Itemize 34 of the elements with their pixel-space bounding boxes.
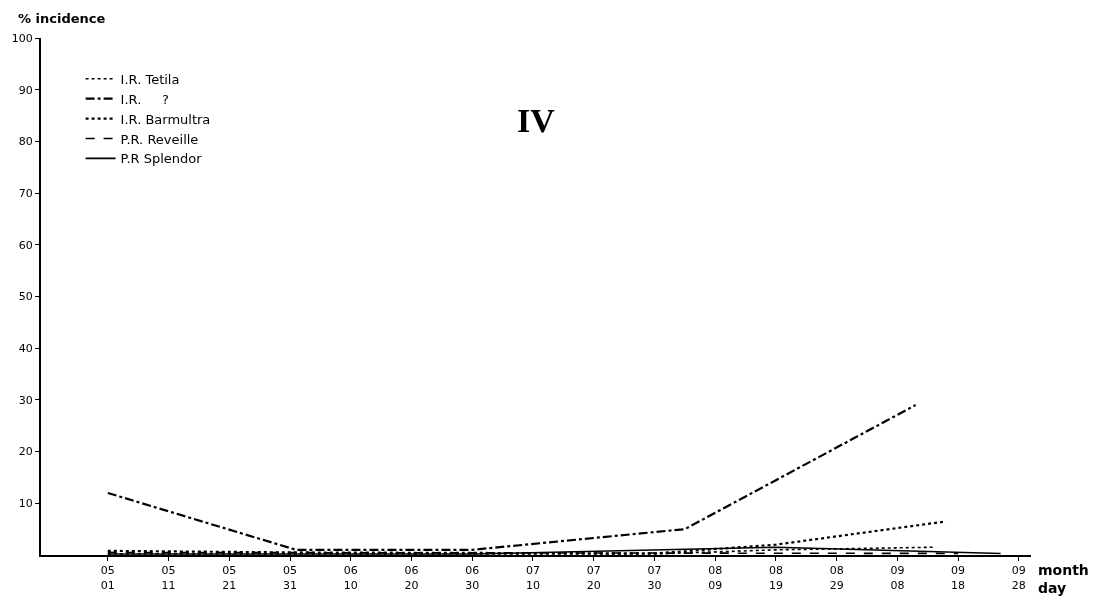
legend-label: P.R Splendor <box>120 151 203 167</box>
x-tick-label: 09 08 <box>890 564 905 592</box>
y-tick-label: 30 <box>18 393 33 407</box>
x-tick-label: 05 01 <box>100 564 115 592</box>
x-tick-label: 08 19 <box>768 564 783 592</box>
x-tick-label: 06 10 <box>343 564 358 592</box>
legend-label: I.R. Tetila <box>120 71 180 87</box>
y-axis-title: % incidence <box>18 11 106 26</box>
x-tick-label: 05 11 <box>161 564 176 592</box>
y-tick-label: 10 <box>18 497 33 511</box>
x-tick-label: 06 20 <box>404 564 419 592</box>
y-tick-label: 80 <box>18 135 33 149</box>
x-tick-label: 05 31 <box>283 564 298 592</box>
y-tick-label: 40 <box>18 342 33 356</box>
x-tick-label: 07 10 <box>525 564 540 592</box>
text: IV <box>517 102 556 139</box>
legend-label: I.R. Barmultra <box>120 111 211 127</box>
y-tick-label: 60 <box>18 238 33 252</box>
x-tick-label: 07 30 <box>647 564 662 592</box>
y-tick-label: 90 <box>18 83 33 97</box>
x-tick-label: 05 21 <box>222 564 237 592</box>
legend-label: P.R. Reveille <box>120 131 199 147</box>
y-tick-label: 20 <box>18 445 33 459</box>
y-tick-label: 70 <box>18 186 33 200</box>
y-tick-label: 50 <box>18 290 33 304</box>
x-tick-label: 09 18 <box>951 564 966 592</box>
x-tick-label: 08 09 <box>708 564 723 592</box>
x-tick-label: 07 20 <box>586 564 601 592</box>
x-tick-label: 06 30 <box>465 564 480 592</box>
x-tick-label: 09 28 <box>1011 564 1026 592</box>
legend-label: I.R. ? <box>120 91 169 107</box>
x-axis-title: month day <box>1038 562 1089 597</box>
x-tick-label: 08 29 <box>829 564 844 592</box>
y-tick-label: 100 <box>11 31 33 45</box>
